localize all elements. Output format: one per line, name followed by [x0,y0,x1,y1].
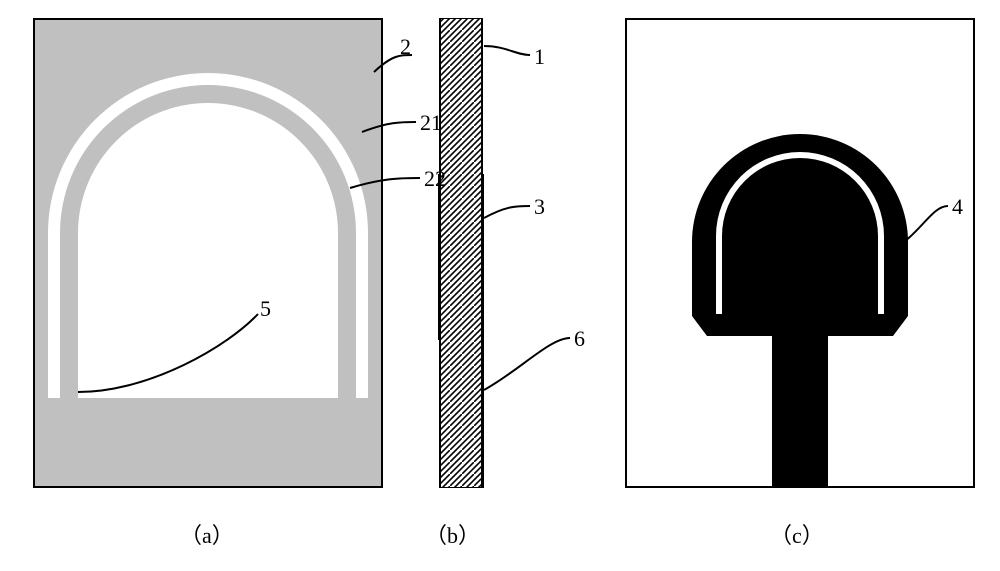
lead-3 [484,206,530,218]
callout-1: 1 [534,44,545,70]
callouts-overlay [0,0,1000,571]
callout-6: 6 [574,326,585,352]
callout-3: 3 [534,194,545,220]
lead-5 [78,314,258,392]
callout-22: 22 [424,166,446,192]
lead-21 [362,122,416,132]
callout-21: 21 [420,110,442,136]
callout-4: 4 [952,194,963,220]
lead-22 [350,178,420,188]
lead-4 [886,206,948,252]
lead-1 [484,46,530,55]
callout-2: 2 [400,34,411,60]
lead-6 [484,338,570,390]
callout-5: 5 [260,296,271,322]
